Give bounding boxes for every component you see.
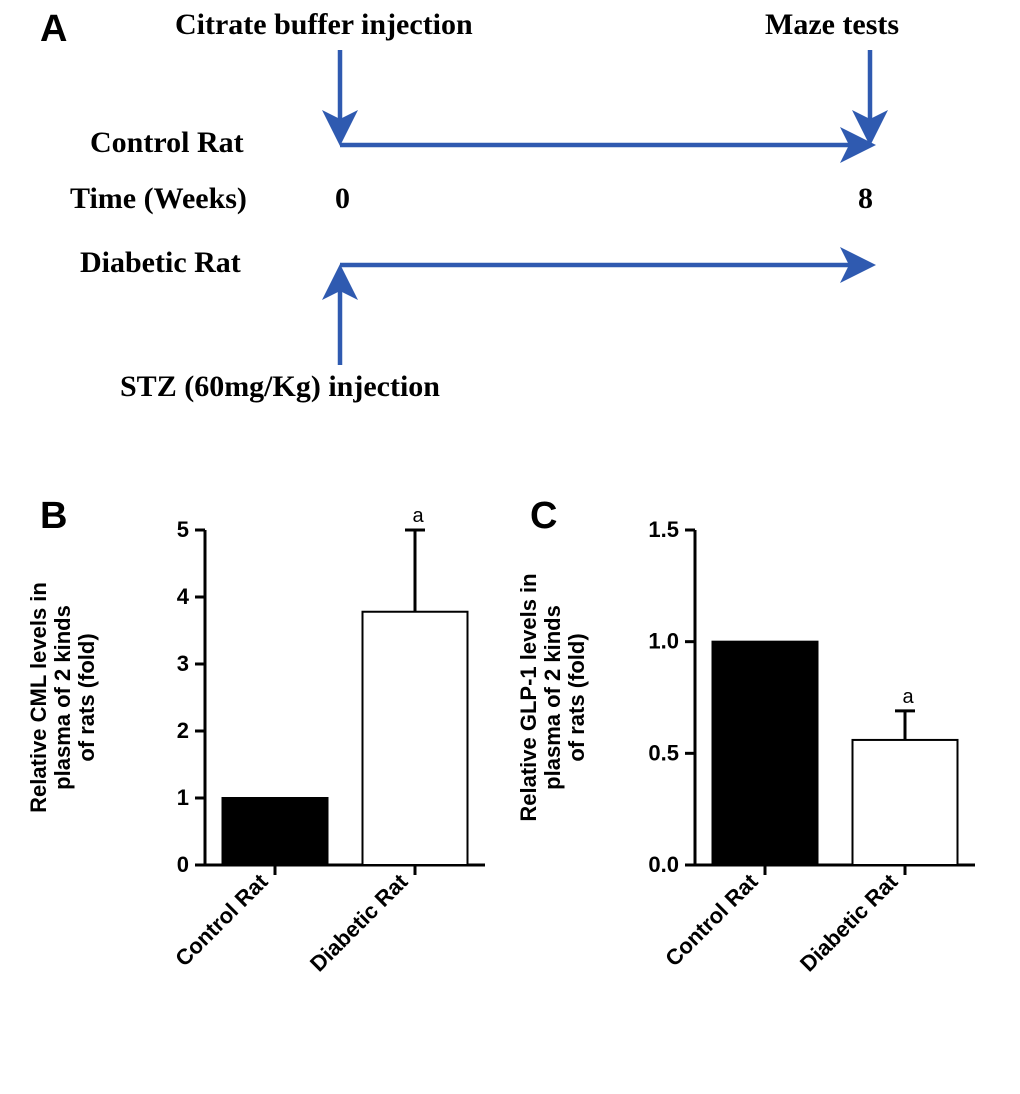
y-tick-label: 3 <box>177 651 189 676</box>
sig-marker: a <box>902 686 914 708</box>
y-tick-label: 4 <box>177 584 190 609</box>
y-tick-label: 1 <box>177 785 189 810</box>
bar-0 <box>223 798 328 865</box>
y-tick-label: 1.5 <box>648 517 679 542</box>
y-tick-label: 0 <box>177 852 189 877</box>
y-tick-label: 5 <box>177 517 189 542</box>
y-axis-label: Relative CML levels inplasma of 2 kindso… <box>30 582 99 813</box>
category-label: Control Rat <box>660 868 763 971</box>
y-tick-label: 1.0 <box>648 629 679 654</box>
bar-1 <box>853 740 958 865</box>
panel-b-chart: B 012345Control RataDiabetic RatRelative… <box>30 500 510 1070</box>
y-tick-label: 0.5 <box>648 740 679 765</box>
sig-marker: a <box>412 505 424 527</box>
bar-1 <box>363 612 468 865</box>
panel-b-svg: 0 1 2 3 4 5 Control Rat a Diabetic Rat Relative C… <box>30 500 510 1070</box>
category-label: Diabetic Rat <box>305 868 413 976</box>
category-label: Diabetic Rat <box>795 868 903 976</box>
panel-c-chart: C 0.00.51.01.5Control RataDiabetic RatRe… <box>520 500 1000 1070</box>
y-axis-label: Relative GLP-1 levels inplasma of 2 kind… <box>520 573 589 821</box>
y-tick-label: 2 <box>177 718 189 743</box>
y-tick-label: 0.0 <box>648 852 679 877</box>
category-label: Control Rat <box>170 868 273 971</box>
panel-c-svg: 0.0 0.5 1.0 1.5 Control Rat a Diabetic Rat Rela… <box>520 500 1000 1070</box>
panel-a-timeline: A Citrate buffer injection Maze tests Co… <box>0 0 1020 460</box>
bar-0 <box>713 642 818 865</box>
timeline-arrows-svg <box>0 0 1020 460</box>
